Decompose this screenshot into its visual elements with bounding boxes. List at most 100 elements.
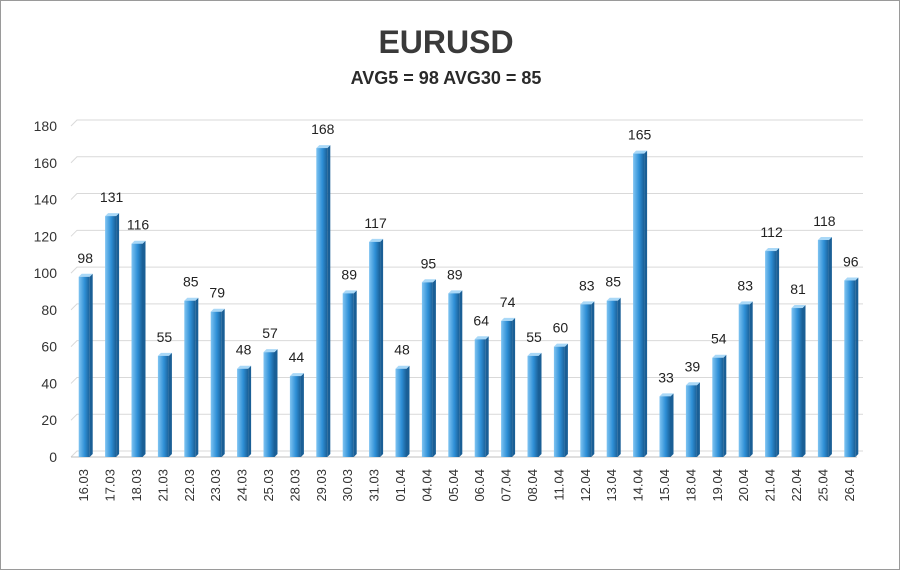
data-label: 60	[553, 320, 569, 336]
y-tick-label: 180	[34, 118, 58, 134]
x-tick-label: 15.04	[657, 469, 672, 502]
y-tick-label: 20	[41, 412, 57, 428]
gridline	[70, 229, 863, 237]
data-label: 168	[311, 121, 335, 137]
x-tick-label: 12.04	[578, 469, 593, 502]
data-label: 57	[262, 325, 278, 341]
y-tick-label: 60	[41, 339, 57, 355]
x-axis: 16.03 17.03 18.03 21.03 22.03 23.03 24.03 25.03…	[76, 469, 857, 502]
bar	[316, 145, 331, 458]
bar	[791, 305, 806, 457]
data-label: 83	[737, 277, 753, 293]
gridline	[70, 340, 863, 348]
x-tick-label: 18.03	[129, 469, 144, 502]
data-label: 48	[394, 342, 410, 358]
data-label: 165	[628, 127, 652, 143]
bars	[78, 145, 859, 458]
y-tick-label: 100	[34, 265, 58, 281]
x-tick-label: 08.04	[525, 469, 540, 502]
y-tick-label: 80	[41, 302, 57, 318]
gridline	[70, 376, 863, 384]
data-label: 85	[183, 274, 199, 290]
bar	[342, 290, 357, 457]
bar	[78, 273, 93, 457]
data-label: 116	[127, 217, 150, 233]
bar	[421, 279, 436, 457]
data-label: 44	[289, 349, 305, 365]
bar	[395, 365, 410, 457]
bar	[685, 382, 700, 457]
y-tick-label: 160	[34, 155, 58, 171]
x-tick-label: 31.03	[367, 469, 382, 502]
x-tick-label: 07.04	[499, 469, 514, 502]
bar	[184, 297, 199, 457]
data-label: 96	[843, 253, 859, 269]
bar	[738, 301, 753, 457]
data-label: 117	[364, 215, 387, 231]
x-tick-label: 14.04	[631, 469, 646, 502]
x-tick-label: 24.03	[235, 469, 250, 502]
gridline	[70, 119, 863, 127]
x-tick-label: 06.04	[472, 469, 487, 502]
data-label: 64	[473, 312, 489, 328]
bar	[633, 150, 648, 458]
x-tick-label: 23.03	[208, 469, 223, 502]
gridline	[70, 413, 863, 421]
x-tick-label: 22.04	[789, 469, 804, 502]
x-tick-label: 05.04	[446, 469, 461, 502]
bar	[501, 317, 516, 457]
x-tick-label: 01.04	[393, 469, 408, 502]
data-label: 85	[605, 274, 621, 290]
data-label: 55	[526, 329, 542, 345]
data-label: 95	[421, 255, 437, 271]
bar	[237, 365, 252, 457]
x-tick-label: 04.04	[419, 469, 434, 502]
data-label: 39	[685, 358, 701, 374]
data-label: 54	[711, 331, 727, 347]
bar	[659, 393, 674, 457]
bar	[448, 290, 463, 457]
x-tick-label: 25.03	[261, 469, 276, 502]
bar	[844, 277, 859, 457]
data-label: 89	[447, 266, 463, 282]
chart-title: EURUSD	[378, 24, 513, 60]
bar	[765, 248, 780, 457]
x-tick-label: 22.03	[182, 469, 197, 502]
bar	[817, 237, 832, 457]
x-tick-label: 30.03	[340, 469, 355, 502]
data-label: 48	[236, 342, 252, 358]
data-label: 79	[209, 285, 225, 301]
x-tick-label: 20.04	[736, 469, 751, 502]
bar	[157, 352, 172, 457]
y-tick-label: 40	[41, 375, 57, 391]
y-tick-label: 0	[49, 449, 57, 465]
data-label: 83	[579, 277, 595, 293]
x-tick-label: 21.04	[763, 469, 778, 502]
data-label: 131	[100, 189, 124, 205]
x-tick-label: 17.03	[103, 469, 118, 502]
bar	[131, 240, 146, 457]
x-tick-label: 19.04	[710, 469, 725, 502]
gridline	[70, 266, 863, 274]
bar	[527, 352, 542, 457]
x-tick-label: 21.03	[155, 469, 170, 502]
data-label: 55	[157, 329, 173, 345]
gridline	[70, 450, 863, 458]
bar	[474, 336, 489, 457]
x-tick-label: 11.04	[551, 469, 566, 501]
data-label: 81	[790, 281, 806, 297]
y-axis: 0 20 40 60 80 100 120 140 160 180	[34, 118, 58, 465]
x-tick-label: 26.04	[842, 469, 857, 502]
gridline	[70, 193, 863, 200]
data-label: 33	[658, 369, 674, 385]
bar	[580, 301, 595, 457]
x-tick-label: 16.03	[76, 469, 91, 502]
x-tick-label: 13.04	[604, 469, 619, 502]
y-tick-label: 120	[34, 228, 58, 244]
bar	[289, 373, 304, 457]
gridline	[70, 303, 863, 311]
bar	[712, 354, 727, 457]
